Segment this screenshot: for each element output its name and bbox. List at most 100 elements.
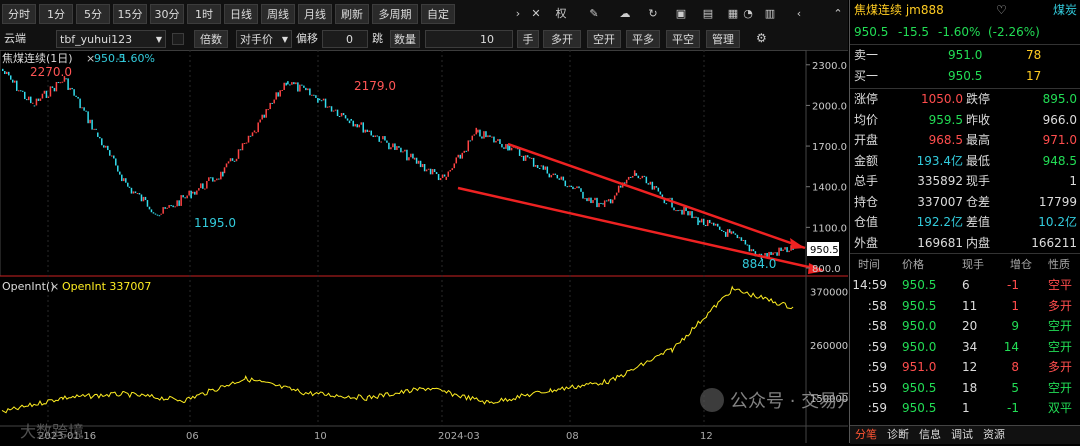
order-button[interactable]: 平多 bbox=[626, 30, 660, 48]
tick-cell: 34 bbox=[962, 339, 978, 354]
period-button[interactable]: 日线 bbox=[224, 4, 258, 24]
price-candle bbox=[140, 194, 143, 202]
order-button[interactable]: 管理 bbox=[706, 30, 740, 48]
price-candle bbox=[255, 132, 257, 134]
stats-row: 总手 335892 现手 1 bbox=[850, 171, 1080, 192]
ask-price: 951.0 bbox=[948, 48, 983, 62]
price-legend-value: 950.5 bbox=[94, 52, 126, 65]
price-candle bbox=[419, 160, 422, 168]
close-icon[interactable]: × bbox=[86, 52, 95, 65]
multiple-button[interactable]: 倍数 bbox=[194, 30, 228, 48]
price-candle bbox=[518, 148, 521, 156]
price-candle bbox=[594, 197, 596, 201]
price-candle bbox=[53, 87, 56, 92]
period-button[interactable]: 30分 bbox=[150, 4, 184, 24]
chevron-up-icon[interactable]: ⌃ bbox=[833, 7, 843, 20]
close-icon[interactable]: × bbox=[50, 280, 59, 293]
price-candle bbox=[673, 207, 675, 211]
x-icon[interactable]: ✕ bbox=[531, 7, 541, 20]
price-type-select[interactable]: 对手价 ▼ bbox=[236, 30, 292, 48]
period-button[interactable]: 月线 bbox=[298, 4, 332, 24]
folder-icon[interactable]: ▤ bbox=[702, 7, 714, 20]
order-button[interactable]: 空开 bbox=[587, 30, 621, 48]
period-button[interactable]: 刷新 bbox=[335, 4, 369, 24]
bottom-tab[interactable]: 调试 bbox=[951, 428, 973, 441]
trendline-upper bbox=[507, 142, 806, 250]
price-candle bbox=[752, 249, 755, 252]
price-candle bbox=[714, 223, 717, 226]
stat-value: 169681 bbox=[917, 235, 963, 250]
price-candle bbox=[350, 118, 352, 121]
bottom-tab[interactable]: 信息 bbox=[919, 428, 941, 441]
price-candle bbox=[340, 113, 343, 117]
period-button[interactable]: 1分 bbox=[39, 4, 73, 24]
trash-icon[interactable]: ▥ bbox=[764, 7, 776, 20]
price-candle bbox=[413, 157, 416, 160]
price-candle bbox=[275, 92, 277, 100]
price-candle bbox=[611, 199, 614, 204]
period-button[interactable]: 周线 bbox=[261, 4, 295, 24]
price-candle bbox=[223, 167, 226, 174]
tick-header: 时间 价格 现手 增仓 性质 bbox=[850, 254, 1080, 275]
period-button[interactable]: 自定 bbox=[421, 4, 455, 24]
bottom-tab[interactable]: 资源 bbox=[983, 428, 1005, 441]
price-candle bbox=[251, 132, 254, 137]
offset-input[interactable]: 0 bbox=[322, 30, 368, 48]
separator bbox=[850, 44, 1080, 45]
sector-label[interactable]: 煤炭 bbox=[1052, 3, 1077, 17]
image-icon[interactable]: ▣ bbox=[675, 7, 687, 20]
price-candle bbox=[95, 128, 97, 130]
multiple-checkbox[interactable] bbox=[172, 33, 184, 45]
price-candle bbox=[568, 185, 571, 187]
tick-header-cell: 价格 bbox=[902, 258, 924, 271]
order-button[interactable]: 平空 bbox=[666, 30, 700, 48]
ask-label: 卖一 bbox=[854, 48, 879, 62]
trendline-lower bbox=[457, 186, 823, 272]
bottom-tab[interactable]: 诊断 bbox=[887, 428, 909, 441]
price-candle bbox=[669, 197, 671, 199]
price-candle bbox=[576, 186, 578, 189]
price-candle bbox=[429, 168, 432, 175]
price-candle bbox=[164, 207, 166, 209]
price-candle bbox=[530, 157, 533, 159]
price-candle bbox=[746, 244, 749, 246]
price-candle bbox=[178, 200, 180, 206]
price-candle bbox=[285, 82, 287, 86]
cloud-icon[interactable]: ☁ bbox=[619, 7, 631, 20]
price-candle bbox=[295, 82, 297, 85]
period-button[interactable]: 多周期 bbox=[372, 4, 418, 24]
chevron-right-icon[interactable]: › bbox=[515, 7, 521, 20]
price-candle bbox=[433, 169, 436, 173]
price-candle bbox=[261, 114, 263, 120]
price-candle bbox=[71, 87, 73, 90]
refresh-icon[interactable]: ↻ bbox=[648, 7, 658, 20]
period-button[interactable]: 15分 bbox=[113, 4, 147, 24]
heart-icon[interactable]: ♡ bbox=[996, 3, 1007, 17]
period-button[interactable]: 1时 bbox=[187, 4, 221, 24]
qty-input[interactable]: 10 bbox=[425, 30, 513, 48]
price-candle bbox=[728, 229, 731, 233]
bell-icon[interactable]: ◔ bbox=[743, 7, 753, 20]
chevron-left-icon[interactable]: ‹ bbox=[796, 7, 802, 20]
price-candle bbox=[607, 199, 610, 202]
price-candle bbox=[491, 136, 493, 138]
separator bbox=[850, 253, 1080, 254]
price-candle bbox=[198, 188, 200, 191]
gear-icon[interactable]: ⚙ bbox=[756, 31, 767, 45]
price-candle bbox=[483, 131, 485, 139]
price-candle bbox=[354, 124, 356, 127]
period-button[interactable]: 5分 bbox=[76, 4, 110, 24]
order-button[interactable]: 多开 bbox=[543, 30, 581, 48]
stat-value: 193.4亿 bbox=[916, 153, 963, 168]
grid-icon[interactable]: ▦ bbox=[727, 7, 739, 20]
rights-icon[interactable]: 权 bbox=[555, 7, 567, 20]
price-candle bbox=[24, 91, 26, 100]
period-button[interactable]: 分时 bbox=[2, 4, 36, 24]
account-type[interactable]: 云端 bbox=[4, 32, 26, 45]
account-select[interactable]: tbf_yuhui123 ▼ bbox=[56, 30, 166, 48]
price-candle bbox=[338, 116, 341, 118]
tick-cell: 多开 bbox=[1048, 360, 1073, 374]
price-candle bbox=[239, 149, 242, 151]
bottom-tab[interactable]: 分笔 bbox=[855, 428, 877, 441]
pencil-icon[interactable]: ✎ bbox=[589, 7, 599, 20]
